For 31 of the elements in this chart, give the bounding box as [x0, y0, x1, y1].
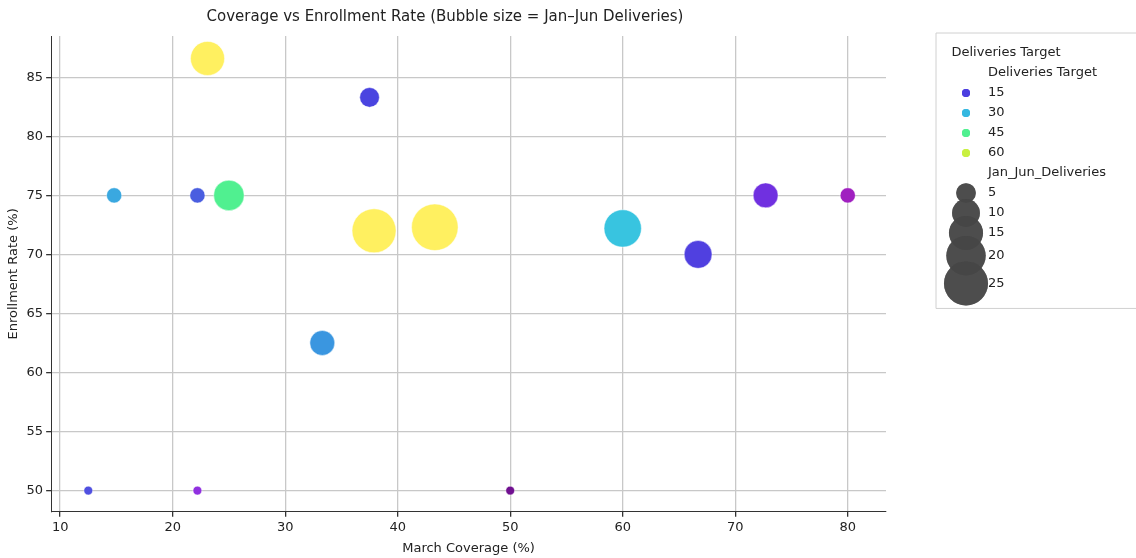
y-tick-label: 80 [26, 127, 44, 143]
y-tick-label: 75 [26, 186, 44, 202]
y-tick-label: 85 [26, 68, 44, 84]
x-tick-label: 70 [726, 518, 744, 534]
y-tick-label: 65 [26, 304, 44, 320]
x-tick-label: 10 [51, 518, 69, 534]
x-tick-label: 30 [276, 518, 294, 534]
x-tick-label: 40 [389, 518, 406, 534]
legend-label: 20 [988, 247, 1005, 263]
y-axis-title: Enrollment Rate (%) [5, 208, 21, 340]
x-tick-label: 60 [614, 518, 631, 534]
legend-label: 60 [988, 144, 1005, 160]
x-tick-label: 20 [164, 518, 181, 534]
legend-title: Deliveries Target [951, 44, 1061, 60]
y-tick-label: 50 [26, 481, 44, 497]
legend-label: 15 [988, 84, 1005, 100]
legend-label: 25 [988, 274, 1005, 290]
y-tick-label: 70 [26, 245, 44, 261]
x-axis-title: March Coverage (%) [402, 539, 535, 555]
x-tick-label: 80 [839, 518, 857, 534]
y-tick-label: 55 [26, 422, 44, 438]
legend-label: 10 [988, 204, 1005, 220]
y-tick-label: 60 [26, 363, 44, 379]
x-tick-label: 50 [501, 518, 519, 534]
legend-label: 45 [988, 124, 1005, 140]
text: Jan_Jun_Deliveries [987, 164, 1107, 180]
chart-title: Coverage vs Enrollment Rate (Bubble size = Jan–Jun Deliveries) [206, 6, 684, 25]
text: Deliveries Target [988, 64, 1098, 80]
legend-label: 15 [988, 224, 1005, 240]
legend-label: 5 [988, 184, 997, 200]
legend-label: 30 [988, 104, 1005, 120]
